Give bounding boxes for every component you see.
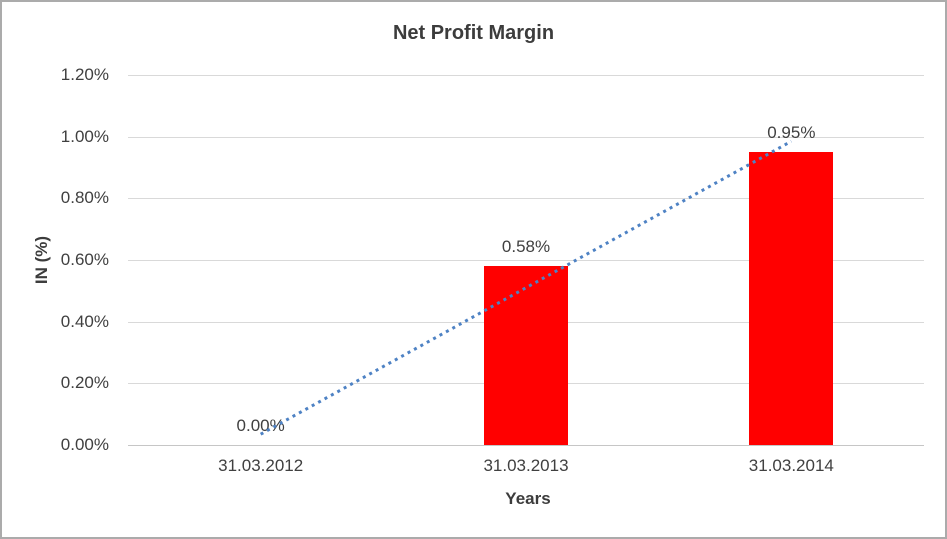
x-axis-tick-label: 31.03.2014	[748, 456, 834, 475]
plot-area: 0.00% 0.58% 0.95%	[128, 75, 924, 446]
gridline	[128, 75, 924, 76]
bar-value-label: 0.00%	[236, 416, 285, 435]
y-axis-tick-label: 0.40%	[60, 311, 109, 331]
y-axis-tick-label: 1.20%	[60, 65, 109, 84]
x-axis-tick-label: 31.03.2012	[218, 456, 304, 475]
bar	[484, 266, 568, 445]
y-axis-tick-label: 0.60%	[60, 250, 109, 269]
bar-value-label: 0.58%	[501, 237, 551, 257]
chart-title: Net Profit Margin	[392, 22, 555, 44]
bar-value-label: 0.95%	[767, 123, 816, 143]
gridline	[128, 198, 924, 200]
gridline	[128, 260, 924, 261]
y-axis-tick-labels: 0.00% 0.20% 0.40% 0.60% 0.80% 1.00% 1.20%	[2, 65, 109, 454]
x-axis-line	[128, 445, 924, 446]
y-axis-tick-label: 0.20%	[60, 373, 109, 393]
trendline	[259, 139, 793, 436]
gridline	[128, 136, 924, 138]
trendline-layer	[259, 139, 793, 436]
y-axis-tick-label: 1.00%	[60, 126, 109, 146]
y-axis-tick-label: 0.80%	[60, 188, 109, 208]
x-axis-tick-label: 31.03.2013	[483, 456, 569, 475]
x-axis-title: Years	[505, 489, 551, 508]
y-axis-tick-label: 0.00%	[60, 435, 109, 454]
bar	[749, 152, 834, 445]
